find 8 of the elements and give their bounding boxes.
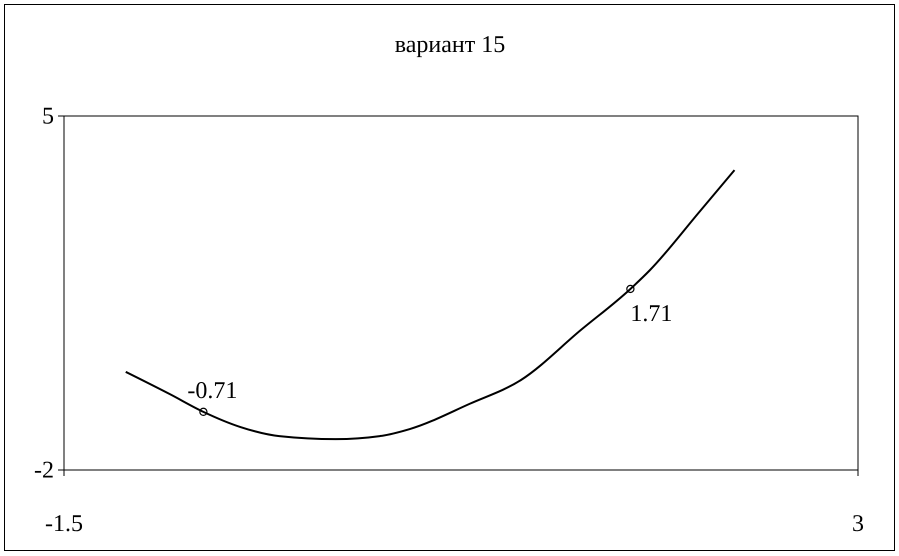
line-series: [124, 169, 736, 440]
y-tick-label: -2: [34, 458, 54, 484]
chart-title: вариант 15: [394, 32, 506, 58]
x-tick-label: 3: [852, 511, 864, 538]
x-tick-label: -1.5: [45, 511, 83, 538]
annotation: 1.71: [630, 300, 672, 327]
y-tick-label: 5: [42, 104, 54, 130]
annotation: -0.71: [187, 378, 238, 404]
